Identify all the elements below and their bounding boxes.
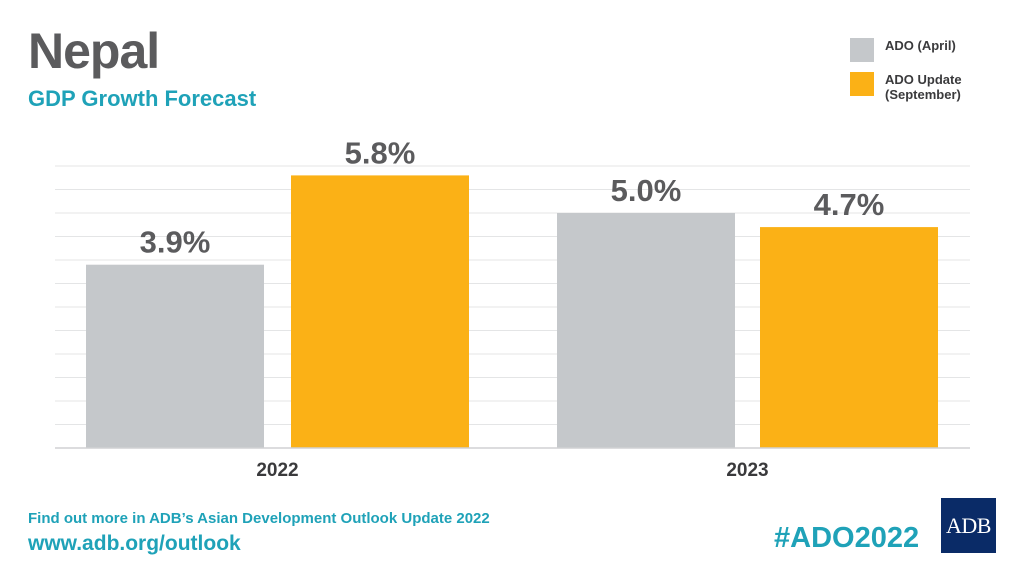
hashtag: #ADO2022 xyxy=(774,522,920,554)
bar-2023-series-2 xyxy=(760,227,938,448)
footer-note: Find out more in ADB’s Asian Development… xyxy=(28,510,490,527)
data-label-2023-series-1: 5.0% xyxy=(611,173,682,208)
data-label-2022-series-2: 5.8% xyxy=(345,135,416,170)
data-label-2023-series-2: 4.7% xyxy=(814,187,885,222)
data-label-2022-series-1: 3.9% xyxy=(140,225,211,260)
adb-logo: ADB xyxy=(941,498,996,553)
chart-title: Nepal xyxy=(28,23,160,79)
bar-2022-series-1 xyxy=(86,264,264,448)
chart-subtitle: GDP Growth Forecast xyxy=(28,86,257,111)
legend-swatch-ado-update xyxy=(850,72,874,96)
legend-swatch-ado-april xyxy=(850,38,874,62)
legend-label-ado-april: ADO (April) xyxy=(885,38,956,53)
x-tick-label-2023: 2023 xyxy=(726,460,768,481)
legend-item-ado-update: ADO Update (September) xyxy=(850,72,995,102)
x-tick-label-2022: 2022 xyxy=(256,460,298,481)
legend-label-ado-update: ADO Update (September) xyxy=(885,72,962,102)
bar-2023-series-1 xyxy=(557,213,735,448)
bar-2022-series-2 xyxy=(291,175,469,448)
legend-item-ado-april: ADO (April) xyxy=(850,38,995,62)
adb-logo-text: ADB xyxy=(946,512,991,538)
legend: ADO (April) ADO Update (September) xyxy=(850,38,995,112)
footer-url-link[interactable]: www.adb.org/outlook xyxy=(28,532,241,555)
